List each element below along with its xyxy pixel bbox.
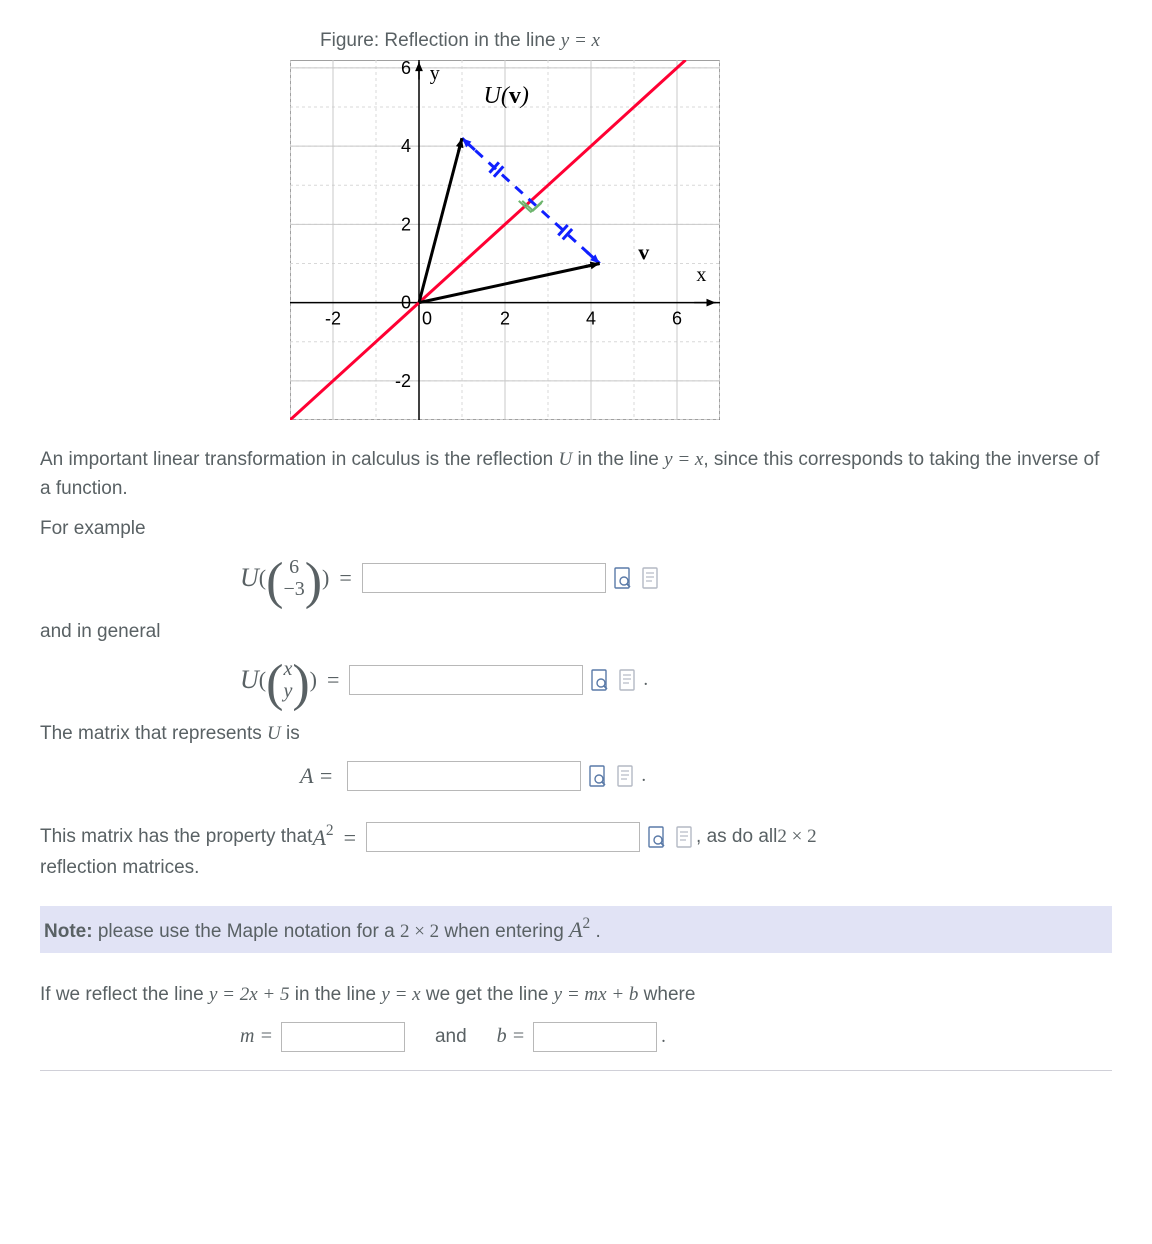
reflect-line: If we reflect the line y = 2x + 5 in the… bbox=[40, 981, 1112, 1010]
preview-icon[interactable] bbox=[612, 565, 634, 591]
vec1-bot: −3 bbox=[283, 578, 304, 600]
vec1-top: 6 bbox=[283, 556, 304, 578]
matrix-line-b: is bbox=[281, 723, 300, 744]
vector-2: x y bbox=[283, 658, 292, 702]
refl-a: If we reflect the line bbox=[40, 984, 209, 1005]
U-var: U bbox=[559, 449, 573, 470]
prop-a: This matrix has the property that bbox=[40, 823, 312, 852]
svg-text:U(v): U(v) bbox=[484, 83, 529, 109]
help-icon[interactable] bbox=[640, 565, 662, 591]
U-letter-2: U bbox=[240, 665, 259, 695]
figure-title: Figure: Reflection in the line y = x bbox=[320, 30, 1112, 52]
figure-container: Figure: Reflection in the line y = x -2 0… bbox=[290, 30, 1112, 426]
period-2: . bbox=[643, 669, 648, 691]
preview-icon[interactable] bbox=[646, 824, 668, 850]
svg-text:4: 4 bbox=[586, 309, 596, 329]
b-eq-label: b = bbox=[497, 1025, 526, 1048]
figure-title-eq: y = x bbox=[561, 30, 600, 51]
figure-title-text: Figure: Reflection in the line bbox=[320, 30, 561, 51]
matrix-line-a: The matrix that represents bbox=[40, 723, 267, 744]
svg-text:2: 2 bbox=[500, 309, 510, 329]
equation-row-1: U( ( 6 −3 ) ) = bbox=[240, 556, 1112, 600]
note-box: Note: please use the Maple notation for … bbox=[40, 906, 1112, 953]
A-squared-line: This matrix has the property that A2 = ,… bbox=[40, 821, 976, 883]
A2: A2 bbox=[312, 821, 333, 854]
U-letter-1: U bbox=[240, 563, 259, 593]
intro-b: in the line bbox=[572, 449, 664, 470]
eq-sign-A2: = bbox=[344, 821, 356, 854]
two-by-two-2: 2 × 2 bbox=[400, 921, 439, 942]
refl-d: where bbox=[638, 984, 695, 1005]
note-strong: Note: bbox=[44, 921, 93, 942]
reflection-chart: -20246-20246vU(v)xy bbox=[290, 60, 720, 420]
svg-text:x: x bbox=[696, 264, 706, 286]
A-eq-label: A = bbox=[300, 763, 333, 789]
svg-text:y: y bbox=[430, 63, 440, 85]
prop-c: reflection matrices. bbox=[40, 854, 976, 883]
help-icon[interactable] bbox=[617, 667, 639, 693]
divider bbox=[40, 1070, 1112, 1071]
refl-b: in the line bbox=[289, 984, 381, 1005]
period-mb: . bbox=[661, 1026, 666, 1048]
vector-1: 6 −3 bbox=[283, 556, 304, 600]
yx-eq: y = x bbox=[664, 449, 703, 470]
A2-note: A2 bbox=[569, 917, 590, 942]
note-a: please use the Maple notation for a bbox=[93, 921, 400, 942]
preview-icon[interactable] bbox=[589, 667, 611, 693]
period-A: . bbox=[641, 765, 646, 787]
svg-text:2: 2 bbox=[401, 214, 411, 234]
U-var-2: U bbox=[267, 723, 281, 744]
intro-paragraph: An important linear transformation in ca… bbox=[40, 446, 1112, 503]
svg-text:6: 6 bbox=[401, 60, 411, 78]
refl-eq3: y = mx + b bbox=[554, 984, 639, 1005]
refl-eq2: y = x bbox=[381, 984, 420, 1005]
refl-c: we get the line bbox=[421, 984, 554, 1005]
close-paren-1: ) bbox=[322, 565, 329, 591]
equation-row-mb: m = and b = . bbox=[240, 1022, 1112, 1052]
eq-sign-1: = bbox=[339, 565, 351, 591]
two-by-two-1: 2 × 2 bbox=[777, 823, 816, 852]
answer-input-A2[interactable] bbox=[366, 822, 640, 852]
open-paren-1: ( bbox=[259, 565, 266, 591]
svg-text:6: 6 bbox=[672, 309, 682, 329]
refl-eq1: y = 2x + 5 bbox=[209, 984, 290, 1005]
eq-sign-2: = bbox=[327, 667, 339, 693]
answer-input-1[interactable] bbox=[362, 563, 606, 593]
svg-text:-2: -2 bbox=[395, 371, 411, 391]
open-paren-2: ( bbox=[259, 667, 266, 693]
m-eq-label: m = bbox=[240, 1025, 273, 1048]
answer-input-2[interactable] bbox=[349, 665, 583, 695]
prop-b: , as do all bbox=[696, 823, 777, 852]
vec2-bot: y bbox=[283, 680, 292, 702]
svg-text:4: 4 bbox=[401, 136, 411, 156]
note-c: . bbox=[590, 921, 601, 942]
note-b: when entering bbox=[439, 921, 569, 942]
close-paren-2: ) bbox=[310, 667, 317, 693]
svg-text:v: v bbox=[638, 240, 649, 265]
preview-icon[interactable] bbox=[587, 763, 609, 789]
answer-input-A[interactable] bbox=[347, 761, 581, 791]
help-icon[interactable] bbox=[674, 824, 696, 850]
svg-text:0: 0 bbox=[422, 309, 432, 329]
equation-row-2: U( ( x y ) ) = . bbox=[240, 658, 1112, 702]
answer-input-b[interactable] bbox=[533, 1022, 657, 1052]
svg-text:-2: -2 bbox=[325, 309, 341, 329]
vec2-top: x bbox=[283, 658, 292, 680]
and-in-general-label: and in general bbox=[40, 618, 1112, 647]
for-example-label: For example bbox=[40, 515, 1112, 544]
help-icon[interactable] bbox=[615, 763, 637, 789]
and-label: and bbox=[435, 1026, 467, 1048]
intro-a: An important linear transformation in ca… bbox=[40, 449, 559, 470]
equation-row-A: A = . bbox=[300, 761, 1112, 791]
matrix-line: The matrix that represents U is bbox=[40, 720, 1112, 749]
answer-input-m[interactable] bbox=[281, 1022, 405, 1052]
